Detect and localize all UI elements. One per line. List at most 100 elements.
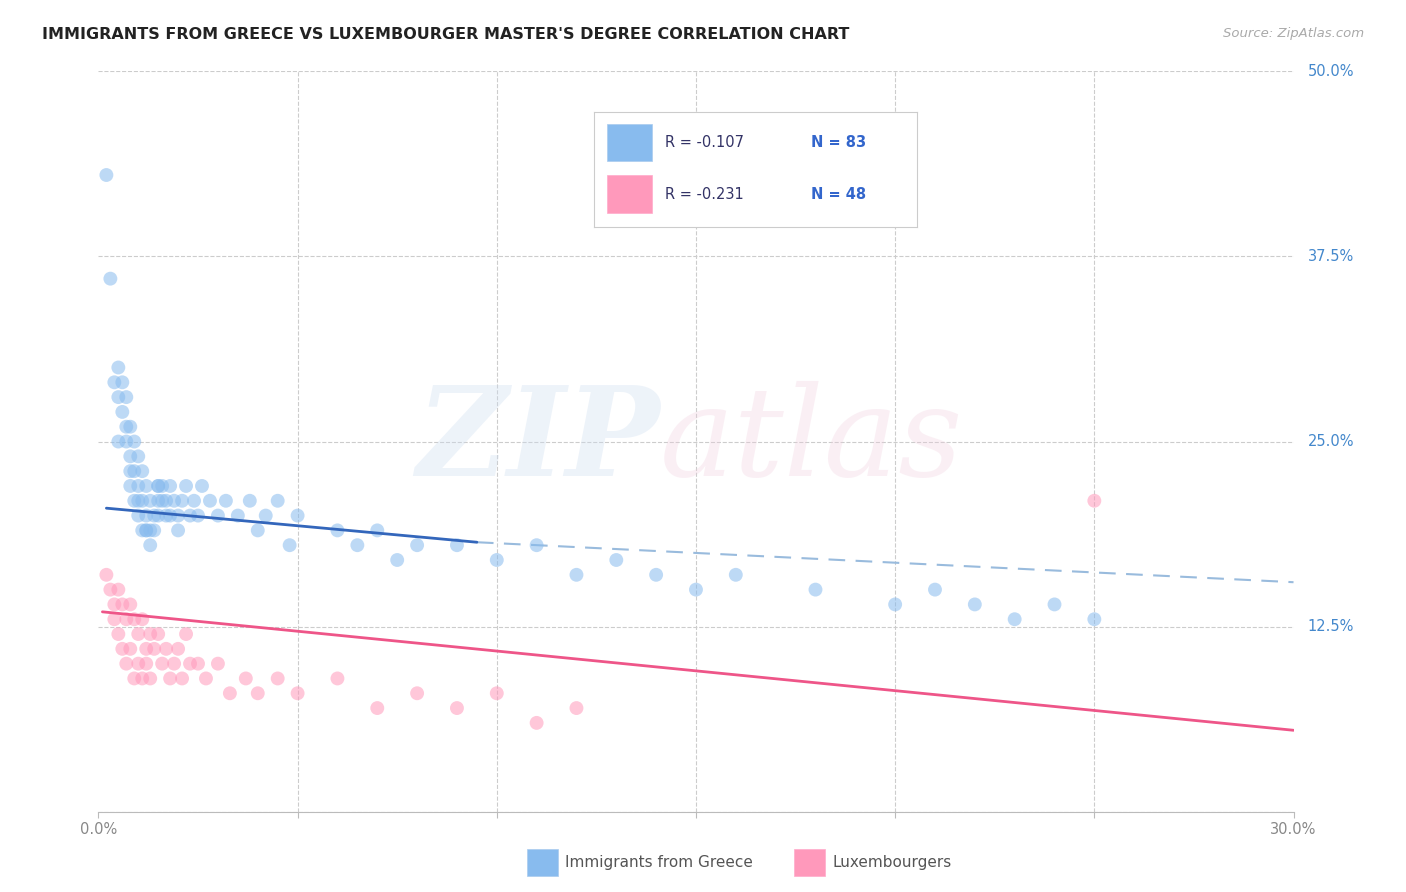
Text: Source: ZipAtlas.com: Source: ZipAtlas.com xyxy=(1223,27,1364,40)
Point xyxy=(111,376,134,390)
Point xyxy=(526,538,548,552)
Point xyxy=(107,582,129,597)
Point xyxy=(207,657,229,671)
Point xyxy=(115,657,138,671)
Point xyxy=(135,524,157,538)
Point xyxy=(172,672,194,686)
Point xyxy=(139,493,162,508)
Point xyxy=(174,479,197,493)
Point xyxy=(150,479,173,493)
Point xyxy=(131,612,153,626)
Point xyxy=(124,434,146,449)
Point xyxy=(605,553,627,567)
Point xyxy=(127,627,149,641)
Point xyxy=(287,686,309,700)
Point xyxy=(135,508,157,523)
Point xyxy=(406,538,429,552)
Point xyxy=(406,686,429,700)
Point xyxy=(226,508,249,523)
Point xyxy=(239,493,262,508)
Point xyxy=(155,493,177,508)
Point xyxy=(120,450,142,464)
Point xyxy=(115,434,138,449)
Point xyxy=(278,538,301,552)
Point xyxy=(111,641,134,656)
Point xyxy=(254,508,277,523)
Point xyxy=(148,508,170,523)
Point xyxy=(565,567,588,582)
Point xyxy=(215,493,238,508)
Point xyxy=(115,612,138,626)
Text: Luxembourgers: Luxembourgers xyxy=(832,855,952,870)
Point xyxy=(159,508,181,523)
Point xyxy=(267,493,290,508)
Point xyxy=(131,672,153,686)
Point xyxy=(167,641,190,656)
Point xyxy=(150,493,173,508)
Point xyxy=(124,672,146,686)
Point xyxy=(111,405,134,419)
Point xyxy=(246,524,269,538)
Point xyxy=(148,479,170,493)
Point xyxy=(139,627,162,641)
Point xyxy=(143,524,166,538)
Point xyxy=(131,493,153,508)
Point xyxy=(195,672,218,686)
Point xyxy=(127,657,149,671)
Point xyxy=(139,538,162,552)
Text: 25.0%: 25.0% xyxy=(1308,434,1354,449)
Point xyxy=(98,271,122,285)
Point xyxy=(366,524,388,538)
Point xyxy=(120,464,142,478)
Point xyxy=(120,641,142,656)
Point xyxy=(366,701,388,715)
Point xyxy=(107,627,129,641)
Point xyxy=(326,672,349,686)
Point xyxy=(198,493,221,508)
Point xyxy=(96,567,118,582)
Point xyxy=(155,641,177,656)
Point xyxy=(124,464,146,478)
Point xyxy=(135,524,157,538)
Point xyxy=(1083,612,1105,626)
Point xyxy=(115,419,138,434)
Point xyxy=(1083,493,1105,508)
Point xyxy=(963,598,986,612)
Point xyxy=(124,493,146,508)
Point xyxy=(485,553,508,567)
Point xyxy=(884,598,907,612)
Text: Immigrants from Greece: Immigrants from Greece xyxy=(565,855,754,870)
Point xyxy=(167,524,190,538)
Point xyxy=(103,612,125,626)
Point xyxy=(135,657,157,671)
Point xyxy=(163,493,186,508)
Point xyxy=(143,508,166,523)
Point xyxy=(127,479,149,493)
Point xyxy=(446,538,468,552)
Point xyxy=(148,479,170,493)
Text: ZIP: ZIP xyxy=(416,381,661,502)
Point xyxy=(191,479,214,493)
Text: IMMIGRANTS FROM GREECE VS LUXEMBOURGER MASTER'S DEGREE CORRELATION CHART: IMMIGRANTS FROM GREECE VS LUXEMBOURGER M… xyxy=(42,27,849,42)
Point xyxy=(526,715,548,730)
Point xyxy=(187,508,209,523)
Point xyxy=(685,582,707,597)
Point xyxy=(724,567,747,582)
Point xyxy=(207,508,229,523)
Point xyxy=(115,390,138,404)
Point xyxy=(150,657,173,671)
Point xyxy=(111,598,134,612)
Point xyxy=(98,582,122,597)
Point xyxy=(1043,598,1066,612)
Point xyxy=(385,553,409,567)
Point xyxy=(120,419,142,434)
Point xyxy=(246,686,269,700)
Point xyxy=(120,479,142,493)
Point xyxy=(346,538,368,552)
Text: 50.0%: 50.0% xyxy=(1308,64,1354,78)
Point xyxy=(219,686,242,700)
Point xyxy=(924,582,946,597)
Point xyxy=(155,508,177,523)
Point xyxy=(485,686,508,700)
Point xyxy=(127,450,149,464)
